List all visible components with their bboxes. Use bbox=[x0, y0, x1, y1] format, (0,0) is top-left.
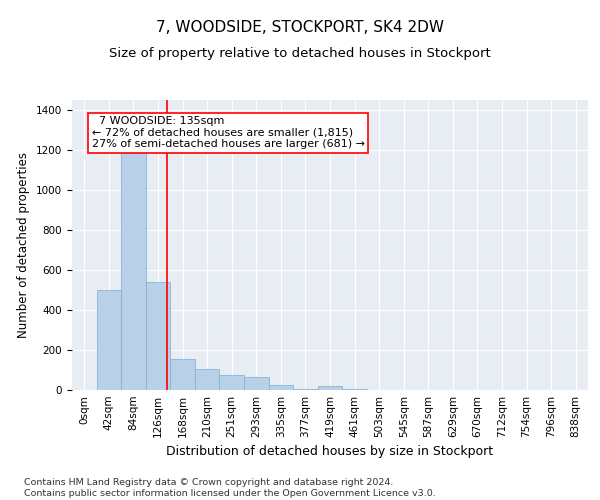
Bar bbox=[220, 375, 244, 390]
Bar bbox=[318, 386, 342, 390]
Text: 7, WOODSIDE, STOCKPORT, SK4 2DW: 7, WOODSIDE, STOCKPORT, SK4 2DW bbox=[156, 20, 444, 35]
Bar bbox=[293, 389, 318, 390]
Bar bbox=[342, 389, 367, 390]
Bar bbox=[146, 282, 170, 390]
Bar bbox=[195, 369, 220, 390]
Bar bbox=[269, 385, 293, 390]
Text: Contains HM Land Registry data © Crown copyright and database right 2024.
Contai: Contains HM Land Registry data © Crown c… bbox=[24, 478, 436, 498]
X-axis label: Distribution of detached houses by size in Stockport: Distribution of detached houses by size … bbox=[166, 446, 494, 458]
Bar bbox=[170, 359, 195, 390]
Bar bbox=[244, 377, 269, 390]
Y-axis label: Number of detached properties: Number of detached properties bbox=[17, 152, 31, 338]
Text: 7 WOODSIDE: 135sqm
← 72% of detached houses are smaller (1,815)
27% of semi-deta: 7 WOODSIDE: 135sqm ← 72% of detached hou… bbox=[92, 116, 365, 149]
Text: Size of property relative to detached houses in Stockport: Size of property relative to detached ho… bbox=[109, 48, 491, 60]
Bar bbox=[121, 142, 146, 390]
Bar bbox=[97, 290, 121, 390]
